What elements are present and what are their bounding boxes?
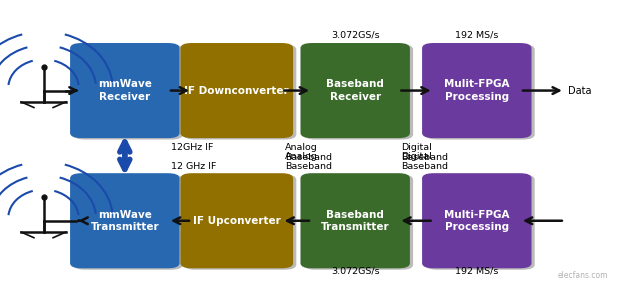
FancyBboxPatch shape	[422, 43, 531, 138]
Text: 192 MS/s: 192 MS/s	[455, 266, 499, 275]
FancyBboxPatch shape	[70, 173, 179, 268]
Text: mmWave
Receiver: mmWave Receiver	[98, 79, 152, 102]
FancyBboxPatch shape	[425, 44, 535, 140]
FancyBboxPatch shape	[180, 43, 293, 138]
FancyBboxPatch shape	[425, 175, 535, 270]
Text: 3.072GS/s: 3.072GS/s	[331, 266, 380, 275]
Text: Data: Data	[568, 85, 591, 96]
Text: IF Upconverter: IF Upconverter	[193, 216, 281, 226]
Text: 3.072GS/s: 3.072GS/s	[331, 31, 380, 40]
Text: IF Downconverter: IF Downconverter	[184, 85, 289, 96]
FancyBboxPatch shape	[304, 175, 413, 270]
FancyBboxPatch shape	[73, 44, 183, 140]
Text: Mulit-FPGA
Processing: Mulit-FPGA Processing	[444, 79, 509, 102]
FancyBboxPatch shape	[73, 175, 183, 270]
FancyBboxPatch shape	[184, 44, 296, 140]
FancyBboxPatch shape	[422, 173, 531, 268]
Text: 12GHz IF: 12GHz IF	[172, 143, 214, 152]
FancyBboxPatch shape	[180, 173, 293, 268]
Text: Baseband
Transmitter: Baseband Transmitter	[321, 209, 390, 232]
FancyBboxPatch shape	[184, 175, 296, 270]
Text: mmWave
Transmitter: mmWave Transmitter	[90, 209, 159, 232]
Text: Digital
Baseband: Digital Baseband	[402, 152, 449, 171]
FancyBboxPatch shape	[301, 43, 410, 138]
FancyBboxPatch shape	[301, 173, 410, 268]
Text: Multi-FPGA
Processing: Multi-FPGA Processing	[444, 209, 509, 232]
Text: Digital
Baseband: Digital Baseband	[402, 143, 449, 162]
Text: Analog
Baseband: Analog Baseband	[285, 143, 332, 162]
Text: Analog
Baseband: Analog Baseband	[285, 152, 332, 171]
Text: Baseband
Receiver: Baseband Receiver	[326, 79, 384, 102]
FancyBboxPatch shape	[304, 44, 413, 140]
Text: elecfans.com: elecfans.com	[557, 271, 608, 280]
Text: 12 GHz IF: 12 GHz IF	[172, 162, 216, 171]
FancyBboxPatch shape	[70, 43, 179, 138]
Text: 192 MS/s: 192 MS/s	[455, 31, 499, 40]
